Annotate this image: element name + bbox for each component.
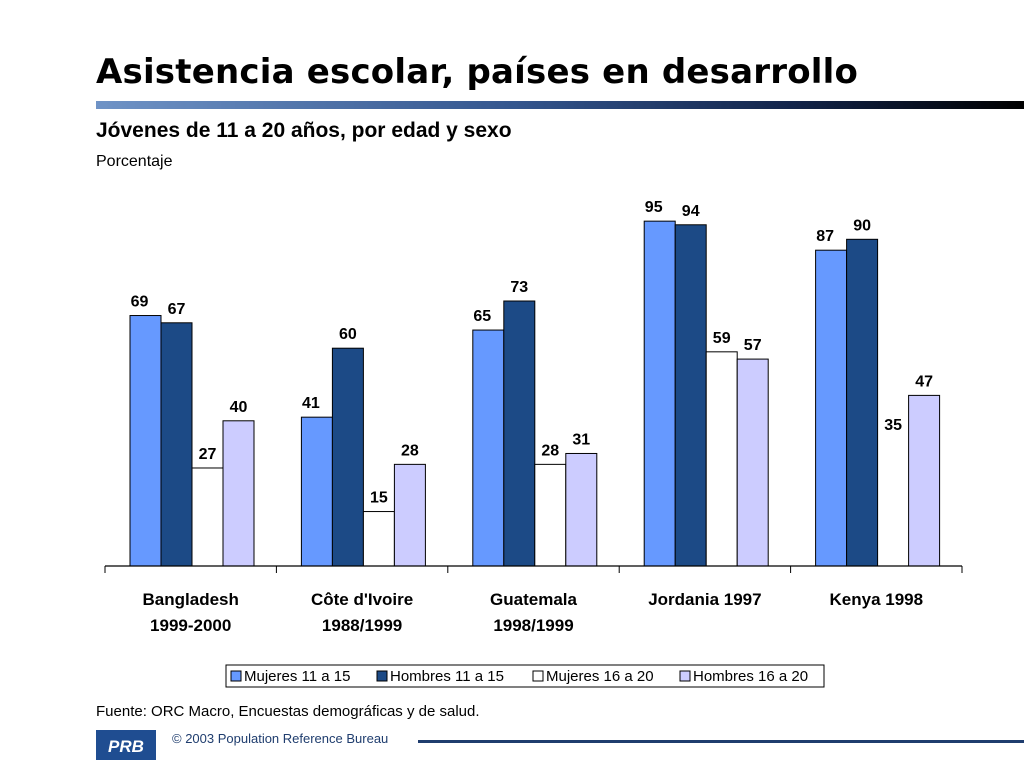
x-axis: Bangladesh 1999-2000 Côte d'Ivoire 1988/199… <box>104 565 963 635</box>
source-note: Fuente: ORC Macro, Encuestas demográfica… <box>96 703 480 720</box>
category-label: Guatemala <box>490 590 577 609</box>
value-label: 40 <box>230 399 248 416</box>
category-label: 1999-2000 <box>150 616 231 635</box>
slide-title: Asistencia escolar, países en desarrollo <box>96 52 859 92</box>
bar-1-3 <box>191 467 224 567</box>
value-label: 69 <box>131 294 149 311</box>
bar-5-2 <box>846 238 879 567</box>
footer-rule <box>418 740 1024 743</box>
bar-4-1 <box>643 220 676 567</box>
category-label: Côte d'Ivoire <box>311 590 413 609</box>
bar-4-4 <box>736 358 769 567</box>
value-label: 90 <box>853 217 871 234</box>
bar-1-1 <box>129 315 162 567</box>
prb-logo: PRB <box>96 730 156 760</box>
value-label: 15 <box>370 490 388 507</box>
bar-1-4 <box>222 420 255 567</box>
value-label: 27 <box>199 446 217 463</box>
category-label: 1988/1999 <box>322 616 402 635</box>
category-label: Jordania 1997 <box>648 590 761 609</box>
legend: Mujeres 11 a 15 Hombres 11 a 15 Mujeres 16… <box>225 664 825 688</box>
value-label: 95 <box>645 199 663 216</box>
value-label: 67 <box>168 301 186 318</box>
legend-item: Hombres 11 a 15 <box>390 668 504 685</box>
bar-3-1 <box>472 329 505 567</box>
value-label: 60 <box>339 326 357 343</box>
legend-swatch <box>679 670 691 682</box>
value-label: 94 <box>682 203 700 220</box>
bar-2-2 <box>331 347 364 567</box>
value-label: 41 <box>302 395 320 412</box>
value-label: 59 <box>713 330 731 347</box>
bar-4-3 <box>705 351 738 567</box>
bar-5-1 <box>815 249 848 567</box>
bar-3-2 <box>503 300 536 567</box>
value-label: 28 <box>541 442 559 459</box>
value-label: 73 <box>510 279 528 296</box>
legend-swatch <box>532 670 544 682</box>
value-label: 65 <box>473 308 491 325</box>
copyright-notice: © 2003 Population Reference Bureau <box>172 731 389 746</box>
bar-3-4 <box>565 452 598 567</box>
value-label: 57 <box>744 337 762 354</box>
value-label: 87 <box>816 228 834 245</box>
value-label: 35 <box>884 417 902 434</box>
unit-label: Porcentaje <box>96 153 173 170</box>
legend-item: Hombres 16 a 20 <box>693 668 808 685</box>
value-label: 47 <box>915 373 933 390</box>
bar-2-4 <box>393 463 426 567</box>
category-label: Bangladesh <box>143 590 239 609</box>
legend-item: Mujeres 11 a 15 <box>244 668 350 685</box>
bar-1-2 <box>160 322 193 567</box>
bar-4-2 <box>674 224 707 567</box>
bar-2-3 <box>362 511 395 567</box>
legend-swatch <box>376 670 388 682</box>
legend-swatch <box>230 670 242 682</box>
bar-5-4 <box>908 394 941 567</box>
category-label: 1998/1999 <box>493 616 573 635</box>
title-rule <box>96 101 1024 109</box>
bar-3-3 <box>534 463 567 567</box>
value-labels-layer: 69 67 27 40 41 60 15 28 65 73 28 31 95 94 59 57 87 90 35 47 <box>131 199 933 506</box>
bars-layer <box>129 220 941 567</box>
legend-item: Mujeres 16 a 20 <box>546 668 654 685</box>
legend-box <box>225 664 825 688</box>
bar-chart: 69 67 27 40 41 60 15 28 65 73 28 31 95 94 59 57 87 90 35 47… <box>104 199 963 688</box>
value-label: 28 <box>401 442 419 459</box>
bar-2-1 <box>300 416 333 567</box>
value-label: 31 <box>572 431 590 448</box>
logo-text: PRB <box>108 737 144 756</box>
slide-subtitle: Jóvenes de 11 a 20 años, por edad y sexo <box>96 119 512 142</box>
category-label: Kenya 1998 <box>830 590 924 609</box>
